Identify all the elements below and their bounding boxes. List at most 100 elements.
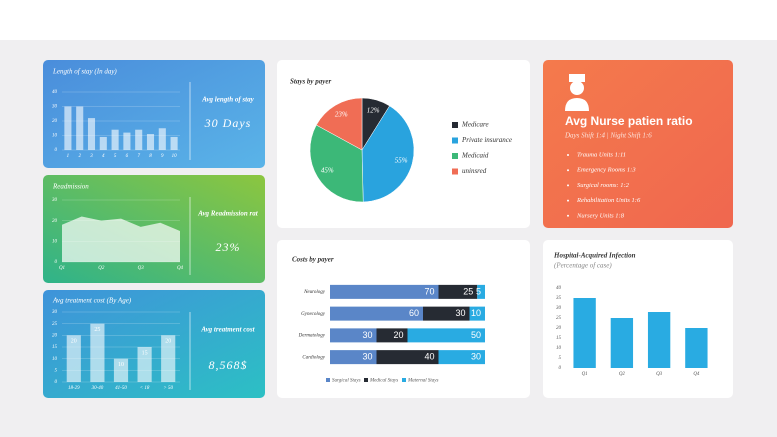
x-tick-label: 30-40 [92, 386, 104, 391]
y-tick-label: 25 [52, 322, 58, 327]
bar [146, 134, 155, 150]
bullet [567, 169, 569, 172]
bullet [567, 214, 569, 217]
data-label: 50 [471, 330, 481, 340]
y-tick-label: 10 [556, 346, 562, 351]
x-tick-label: 7 [137, 154, 140, 159]
bar [76, 106, 84, 150]
data-label: 30 [362, 330, 372, 340]
legend-label: Medicaid [461, 152, 489, 160]
pie-slice [309, 124, 364, 203]
bar-segment [330, 328, 377, 343]
x-tick-label: 9 [161, 154, 164, 159]
x-tick-label: < 18 [140, 386, 150, 391]
legend-label: Medical Stays [369, 379, 398, 384]
bar [66, 335, 81, 382]
y-tick-label: 30 [52, 310, 58, 315]
bar [99, 136, 107, 150]
bar [573, 298, 596, 368]
y-tick-label: 30 [52, 105, 58, 110]
bar-segment [376, 350, 439, 365]
bar [123, 132, 131, 150]
nurse-title: Avg Nurse patien ratio [565, 114, 693, 128]
bar-segment [376, 328, 408, 343]
bar [90, 323, 105, 382]
legend-swatch [452, 137, 458, 144]
data-label: 45% [321, 167, 334, 175]
y-tick-label: 5 [55, 368, 58, 373]
bar [161, 335, 176, 382]
bar-segment [330, 306, 423, 321]
y-tick-label: 40 [556, 286, 562, 291]
x-tick-label: Q3 [656, 372, 663, 377]
y-tick-label: Dermatology [298, 334, 326, 339]
data-label: 20 [165, 339, 171, 345]
data-label: 15 [142, 350, 148, 356]
nurse-item: Trauma Units 1:11 [577, 151, 626, 158]
bar-segment [330, 350, 377, 365]
legend-swatch [402, 378, 406, 382]
legend-swatch [452, 122, 458, 128]
nurse-subtitle: Days Shift 1:4 | Night Shift 1:6 [564, 132, 652, 140]
bar [610, 318, 634, 368]
chart-title: Length of stay (In day) [52, 68, 117, 76]
y-tick-label: 20 [556, 326, 562, 331]
bar-segment [330, 284, 439, 299]
pie-slice [361, 105, 415, 203]
bar [170, 136, 178, 150]
nurse-icon [565, 74, 589, 111]
bar [87, 118, 96, 150]
pie-slice [316, 97, 363, 151]
y-tick-label: 20 [52, 219, 58, 224]
y-tick-label: 30 [556, 306, 562, 311]
chart-subtitle: (Percentage of case) [554, 262, 612, 270]
x-tick-label: Q3 [138, 266, 145, 271]
bar [111, 129, 119, 150]
nurse-item: Surgical rooms: 1:2 [577, 182, 630, 189]
x-tick-label: 10 [172, 154, 178, 159]
x-tick-label: 1 [67, 154, 70, 159]
y-tick-label: 40 [52, 90, 58, 95]
data-label: 30 [455, 308, 465, 318]
y-tick-label: 10 [52, 134, 58, 139]
data-label: 10 [471, 308, 481, 318]
x-tick-label: 5 [114, 154, 117, 159]
data-label: 5 [476, 286, 481, 296]
y-tick-label: 20 [52, 119, 58, 124]
kpi-label: Avg Readmission rat [197, 210, 258, 218]
bar [685, 328, 708, 368]
data-label: 20 [71, 339, 77, 345]
panel [543, 60, 733, 228]
y-tick-label: Neurology [303, 290, 326, 295]
y-tick-label: 20 [52, 333, 58, 338]
legend-label: Surgical Stays [332, 379, 361, 384]
x-tick-label: 2 [78, 154, 81, 159]
bar-segment [438, 350, 485, 365]
y-tick-label: 10 [52, 357, 58, 362]
x-tick-label: Q2 [619, 372, 626, 377]
bar-segment [477, 284, 485, 299]
x-tick-label: 8 [149, 154, 152, 159]
bar-segment [438, 284, 478, 299]
x-tick-label: Q1 [59, 266, 65, 271]
data-label: 12% [367, 107, 380, 115]
legend-swatch [452, 168, 458, 175]
chart-title: Readmission [52, 183, 89, 191]
legend-label: Maternal Stays [407, 379, 438, 384]
top-bar [0, 0, 777, 40]
kpi-value: 30 Days [204, 116, 252, 130]
bar [137, 347, 152, 382]
x-tick-label: Q2 [98, 266, 105, 271]
nurse-item: Nursery Units 1:8 [576, 212, 625, 219]
x-tick-label: > 50 [163, 386, 173, 391]
x-tick-label: 41-50 [115, 386, 127, 391]
x-tick-label: 3 [90, 154, 93, 159]
area [62, 216, 180, 262]
y-tick-label: 5 [559, 356, 562, 361]
bullet [567, 154, 569, 156]
legend-label: Medicare [461, 121, 489, 129]
data-label: 30 [362, 352, 372, 362]
kpi-value: 23% [216, 240, 241, 254]
bar [64, 106, 72, 150]
